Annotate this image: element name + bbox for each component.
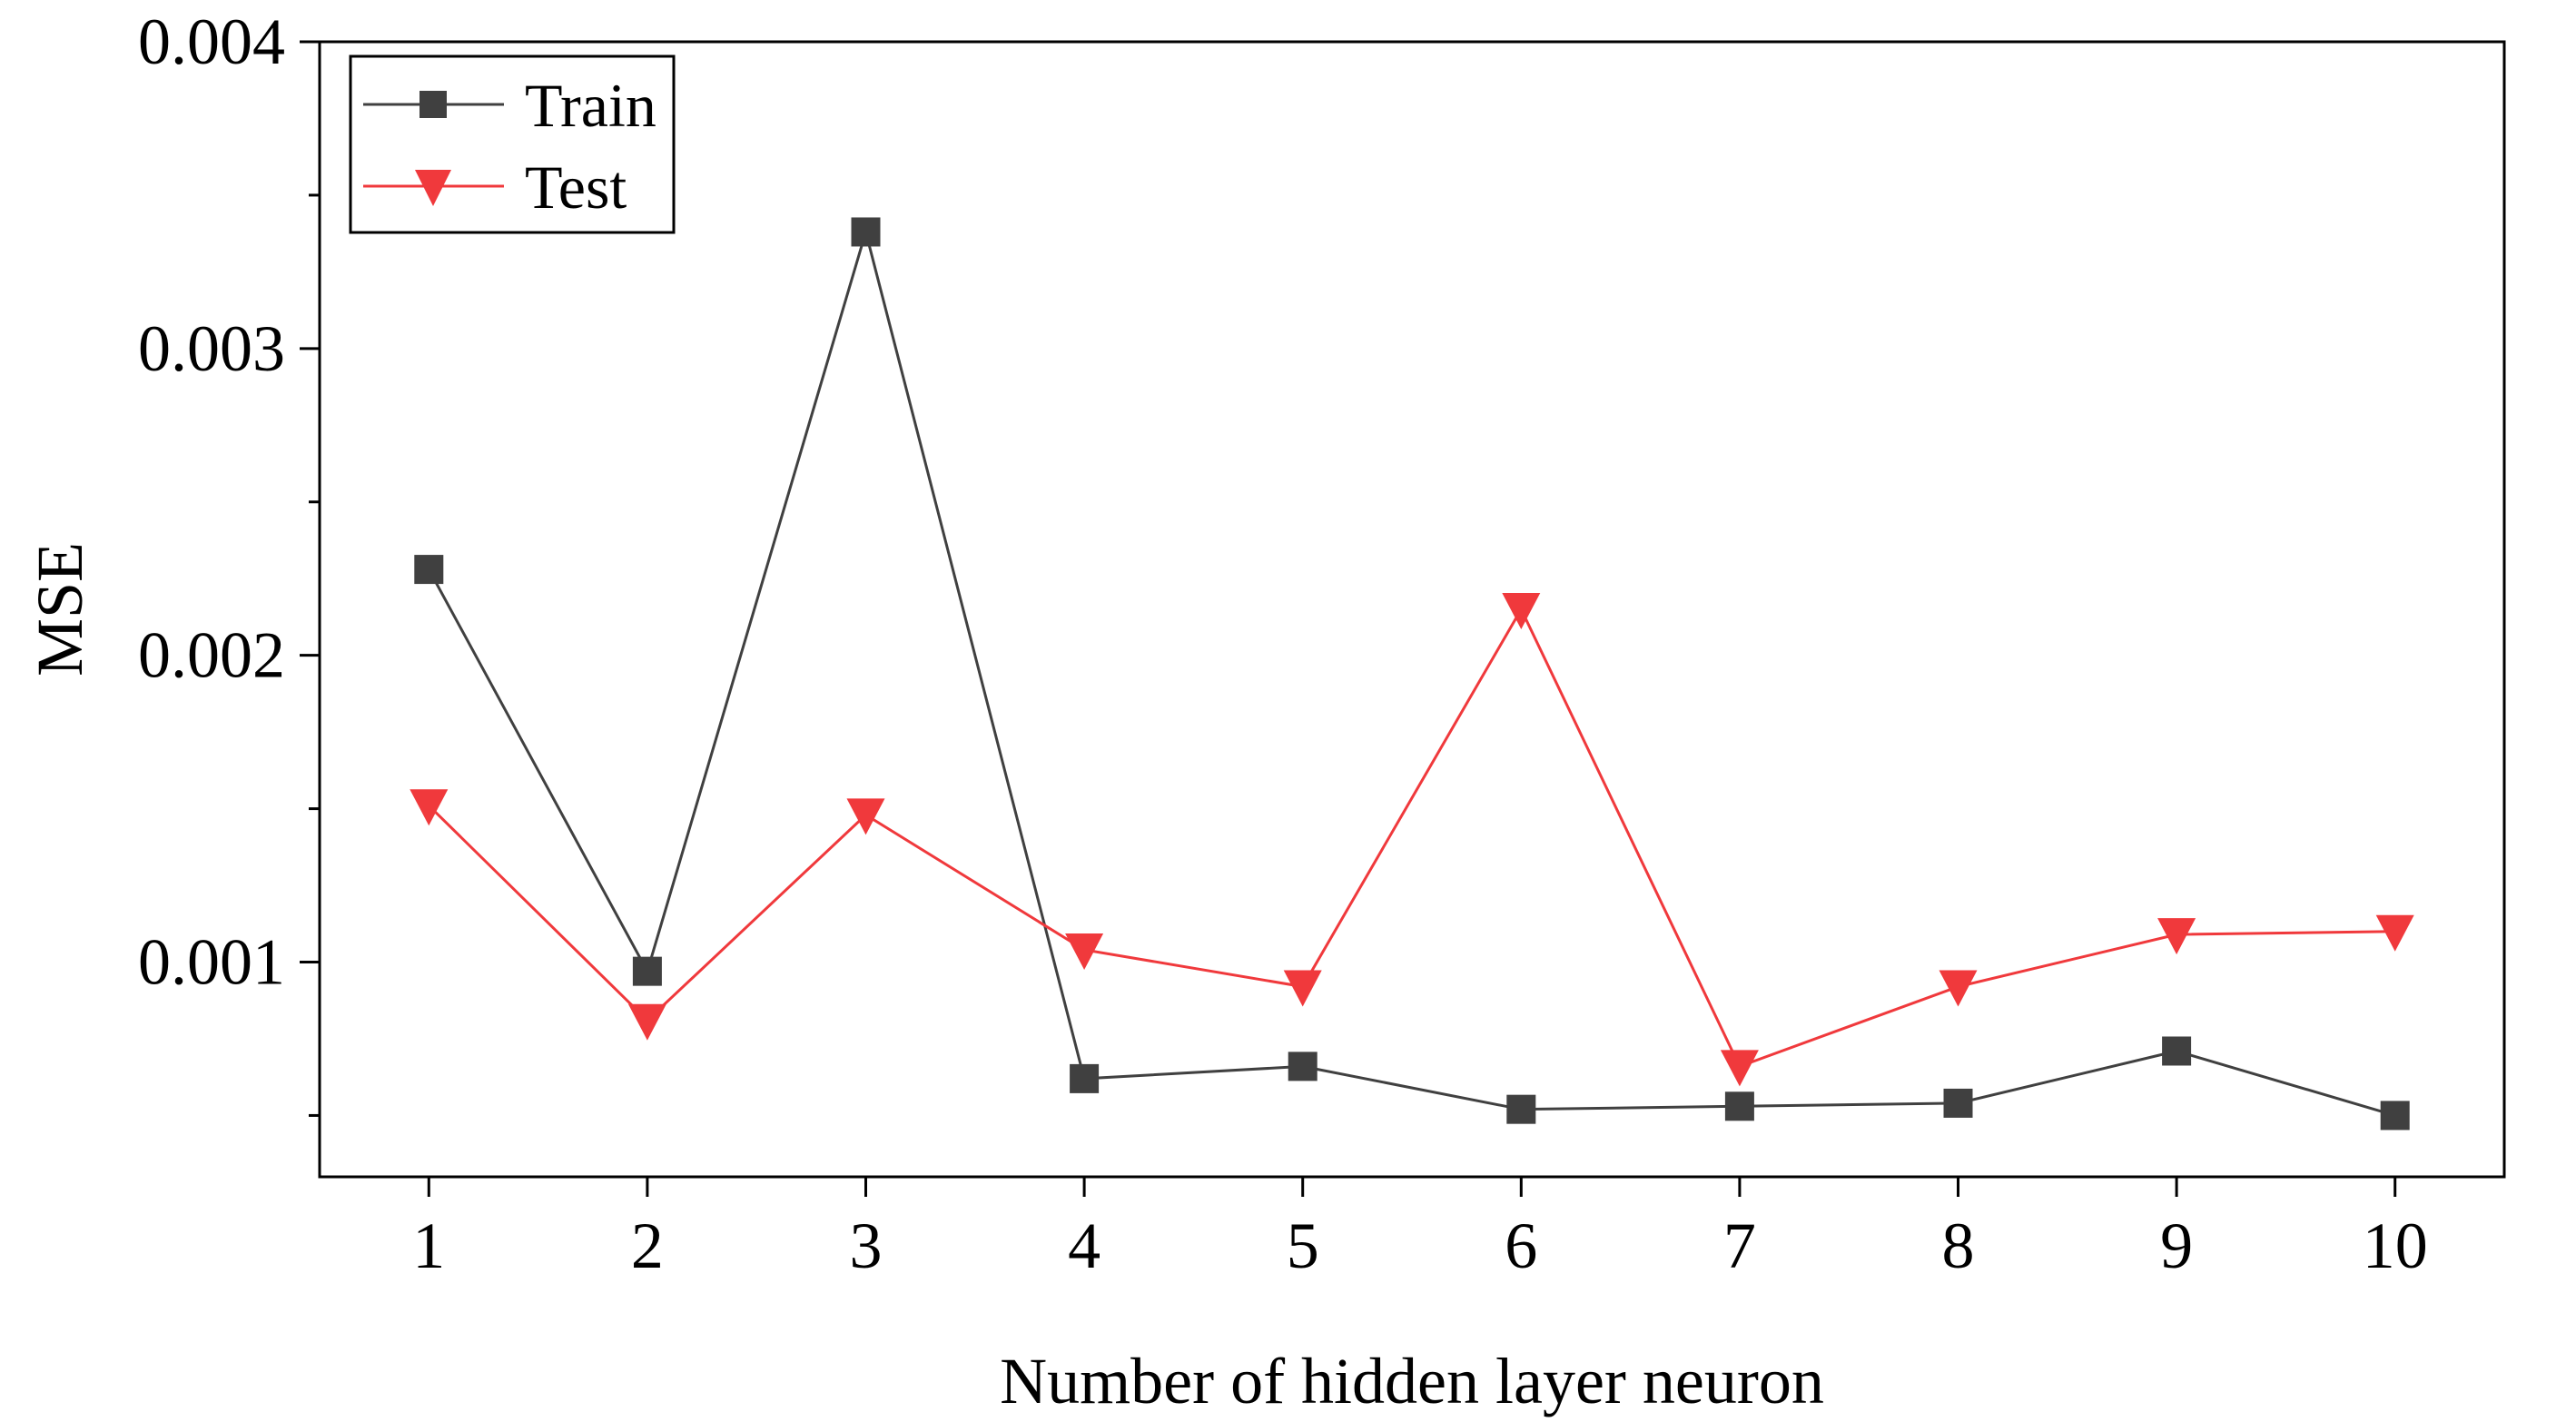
x-tick-label: 6 — [1505, 1210, 1537, 1282]
test-point — [410, 789, 449, 826]
train-point — [632, 956, 662, 986]
train-point — [851, 217, 881, 247]
train-point — [1943, 1088, 1973, 1118]
x-tick-label: 3 — [850, 1210, 883, 1282]
x-tick-label: 5 — [1287, 1210, 1319, 1282]
x-axis-title: Number of hidden layer neuron — [1000, 1345, 1824, 1417]
test-point — [846, 798, 885, 835]
legend: Train Test — [349, 54, 676, 234]
train-series-line — [427, 226, 2396, 1117]
test-point — [2157, 918, 2196, 955]
y-axis-title: MSE — [24, 542, 96, 676]
train-point — [2380, 1101, 2410, 1131]
x-tick-label: 7 — [1723, 1210, 1756, 1282]
test-point — [627, 1003, 666, 1041]
test-point — [1283, 970, 1322, 1007]
legend-train-marker — [419, 91, 447, 118]
test-point — [1720, 1050, 1759, 1087]
y-tick-label: 0.002 — [138, 619, 285, 692]
plot-frame — [318, 40, 2506, 1179]
y-tick-label: 0.001 — [138, 926, 285, 999]
x-tick-label: 2 — [631, 1210, 664, 1282]
x-tick-label: 8 — [1942, 1210, 1975, 1282]
train-point — [1506, 1094, 1536, 1124]
legend-box — [349, 54, 676, 234]
test-point — [1065, 933, 1104, 970]
train-point — [1070, 1063, 1100, 1093]
x-axis: 1 2 3 4 5 6 7 8 9 10 — [412, 1177, 2428, 1282]
train-point — [414, 555, 444, 585]
legend-test-label: Test — [525, 153, 627, 222]
train-point — [1724, 1091, 1754, 1121]
x-tick-label: 4 — [1068, 1210, 1100, 1282]
x-tick-label: 9 — [2160, 1210, 2193, 1282]
train-point — [1288, 1052, 1318, 1081]
legend-test-marker — [415, 170, 451, 206]
y-axis: 0.001 0.002 0.003 0.004 — [138, 5, 320, 1117]
legend-train-label: Train — [525, 71, 656, 140]
test-point — [2375, 914, 2414, 952]
x-tick-label: 10 — [2363, 1210, 2428, 1282]
series-layer — [410, 217, 2414, 1131]
y-tick-label: 0.004 — [138, 5, 285, 78]
train-point — [2162, 1036, 2192, 1066]
test-series-line — [428, 606, 2395, 1069]
test-point — [1939, 970, 1978, 1007]
x-tick-label: 1 — [412, 1210, 445, 1282]
test-point — [1502, 593, 1541, 629]
y-tick-label: 0.003 — [138, 312, 285, 385]
